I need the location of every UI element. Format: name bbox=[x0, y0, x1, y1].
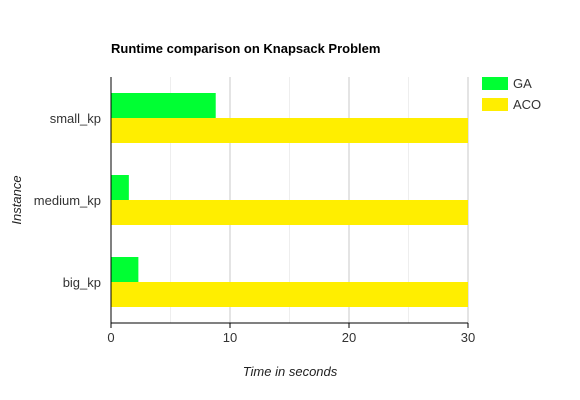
x-tick-label: 20 bbox=[342, 330, 356, 345]
legend-swatch-aco[interactable] bbox=[482, 98, 508, 111]
bar-aco-big_kp[interactable] bbox=[111, 282, 468, 307]
y-axis-label: Instance bbox=[9, 175, 24, 224]
axes: small_kp medium_kp big_kp 0 10 20 30 bbox=[34, 77, 475, 345]
y-tick-label: medium_kp bbox=[34, 193, 101, 208]
bar-ga-medium_kp[interactable] bbox=[111, 175, 129, 200]
bar-aco-medium_kp[interactable] bbox=[111, 200, 468, 225]
y-tick-label: small_kp bbox=[50, 111, 101, 126]
x-tick-label: 10 bbox=[223, 330, 237, 345]
legend-label-ga[interactable]: GA bbox=[513, 76, 532, 91]
legend-swatch-ga[interactable] bbox=[482, 77, 508, 90]
x-tick-label: 0 bbox=[107, 330, 114, 345]
legend[interactable]: GA ACO bbox=[482, 76, 541, 112]
y-tick-label: big_kp bbox=[63, 275, 101, 290]
bar-ga-small_kp[interactable] bbox=[111, 93, 216, 118]
bar-ga-big_kp[interactable] bbox=[111, 257, 139, 282]
bar-aco-small_kp[interactable] bbox=[111, 118, 468, 143]
legend-label-aco[interactable]: ACO bbox=[513, 97, 541, 112]
x-tick-label: 30 bbox=[461, 330, 475, 345]
x-axis-label: Time in seconds bbox=[243, 364, 338, 379]
chart-title: Runtime comparison on Knapsack Problem bbox=[111, 41, 380, 56]
bars bbox=[111, 93, 468, 307]
